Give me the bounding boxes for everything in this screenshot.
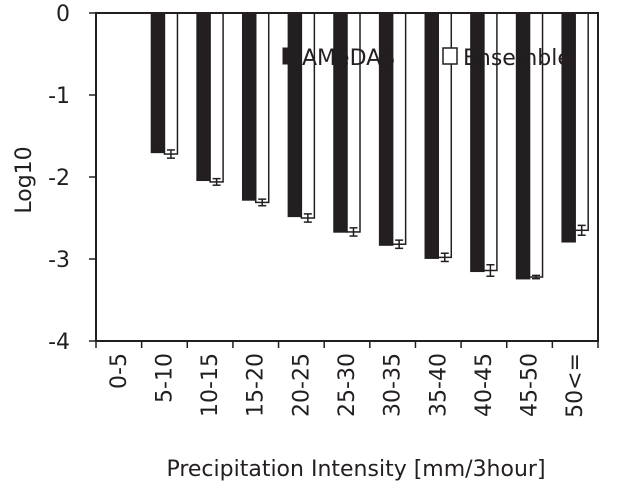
- error-bars-group: [166, 149, 586, 280]
- x-tick-label-10-15: 10-15: [198, 353, 223, 417]
- legend-swatch-amedas: [282, 47, 298, 65]
- error-bar-ensemble-15-20: [258, 198, 267, 207]
- bar-amedas-20-25: [287, 12, 303, 218]
- y-axis-ticks: 0 -1 -2 -3 -4: [48, 2, 96, 355]
- error-bar-ensemble-35-40: [440, 252, 449, 263]
- error-bar-ensemble-50le: [577, 224, 586, 236]
- x-tick-label-50le: 50<=: [563, 353, 588, 418]
- x-tick-label-20-25: 20-25: [289, 353, 314, 417]
- error-bar-ensemble-30-35: [395, 239, 404, 250]
- bar-ensemble-10-15: [209, 12, 224, 183]
- error-bar-ensemble-20-25: [303, 213, 312, 223]
- y-tick-label-2: -2: [48, 166, 70, 191]
- y-axis-title: Log10: [12, 146, 37, 213]
- y-tick-label-0: 0: [56, 2, 70, 27]
- error-bar-ensemble-10-15: [212, 177, 221, 186]
- legend-swatch-ensemble: [442, 47, 458, 65]
- x-tick-label-25-30: 25-30: [335, 353, 360, 417]
- error-bar-ensemble-5-10: [166, 149, 175, 159]
- x-tick-label-15-20: 15-20: [244, 353, 269, 417]
- legend-label-ensemble: Ensemble: [463, 46, 571, 71]
- bars-group: [105, 12, 589, 280]
- bar-ensemble-20-25: [300, 12, 316, 219]
- bar-amedas-5-10: [150, 12, 166, 154]
- x-tick-label-30-35: 30-35: [381, 353, 406, 417]
- x-tick-label-40-45: 40-45: [472, 353, 497, 417]
- error-bar-ensemble-40-45: [486, 263, 495, 277]
- bar-ensemble-15-20: [254, 12, 270, 204]
- bar-ensemble-50le: [574, 12, 589, 232]
- legend-label-amedas: AMeDAS: [302, 46, 395, 71]
- x-tick-label-0-5: 0-5: [107, 353, 132, 389]
- x-axis-ticks: 0-5 5-10 10-15 15-20 20-25 25-30 30-35 35-40 40-…: [95, 341, 599, 418]
- x-tick-label-35-40: 35-40: [426, 353, 451, 417]
- bar-amedas-10-15: [196, 12, 211, 182]
- x-tick-label-5-10: 5-10: [152, 353, 177, 403]
- error-bar-ensemble-45-50: [532, 274, 541, 280]
- x-axis-title: Precipitation Intensity [mm/3hour]: [166, 457, 545, 482]
- bar-amedas-35-40: [424, 12, 440, 259]
- y-tick-label-1: -1: [48, 84, 70, 109]
- y-tick-label-4: -4: [48, 330, 70, 355]
- y-tick-label-3: -3: [48, 248, 70, 273]
- x-tick-label-45-50: 45-50: [518, 353, 543, 417]
- bar-ensemble-5-10: [163, 12, 179, 155]
- bar-amedas-15-20: [241, 12, 257, 201]
- error-bar-ensemble-25-30: [349, 227, 358, 237]
- legend: AMeDAS Ensemble: [282, 46, 571, 71]
